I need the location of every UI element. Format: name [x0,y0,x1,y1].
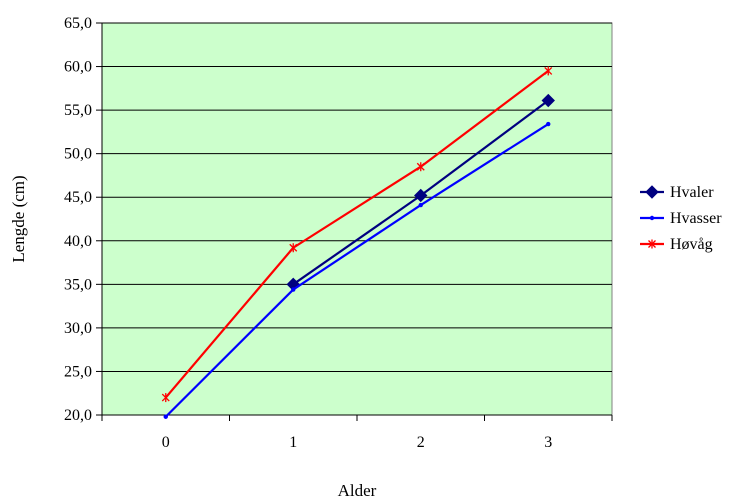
marker-dot [418,202,423,208]
marker-star [289,243,298,253]
x-tick-label: 2 [417,434,425,451]
y-tick-label: 35,0 [64,276,92,293]
legend-item: Hvaler [640,184,714,201]
marker-dot [163,414,168,419]
marker-dot [649,215,655,221]
series-line [164,70,549,399]
y-axis-title: Lengde (cm) [9,175,28,262]
x-tick-label: 0 [162,434,170,451]
marker-diamond [541,93,555,108]
legend-item: Høvåg [640,236,713,253]
marker-dot [291,287,296,292]
y-tick-label: 40,0 [64,233,92,250]
axes [96,22,613,421]
legend-label: Høvåg [670,236,713,253]
marker-star [544,66,553,76]
marker-star [648,239,656,249]
marker-dot [546,121,551,127]
y-tick-label: 30,0 [64,320,92,337]
y-tick-label: 25,0 [64,363,92,380]
series-line [164,123,549,418]
series-høvåg [161,66,553,403]
legend-item: Hvasser [640,210,722,227]
y-tick-label: 50,0 [64,146,92,163]
series-hvaler [286,93,555,292]
x-tick-label: 1 [289,434,297,451]
series-lines [161,66,555,419]
x-tick-labels: 0 1 2 3 [162,434,553,451]
marker-diamond [414,188,428,203]
plot-area [101,22,613,416]
marker-star [161,393,170,403]
legend-label: Hvasser [670,210,722,227]
y-tick-label: 60,0 [64,59,92,76]
marker-diamond [645,185,659,199]
x-tick-label: 3 [544,434,552,451]
series-hvasser [163,121,551,419]
marker-star [416,162,425,172]
legend-label: Hvaler [670,184,714,201]
y-tick-label: 20,0 [64,407,92,424]
y-tick-label: 65,0 [64,15,92,32]
legend: Hvaler Hvasser Høvåg [640,184,722,253]
y-tick-label: 55,0 [64,102,92,119]
y-tick-labels: 20,0 25,0 30,0 35,0 40,0 45,0 50,0 55,0 60,0 65,0 [64,15,92,424]
x-axis-title: Alder [338,481,377,500]
y-tick-label: 45,0 [64,189,92,206]
